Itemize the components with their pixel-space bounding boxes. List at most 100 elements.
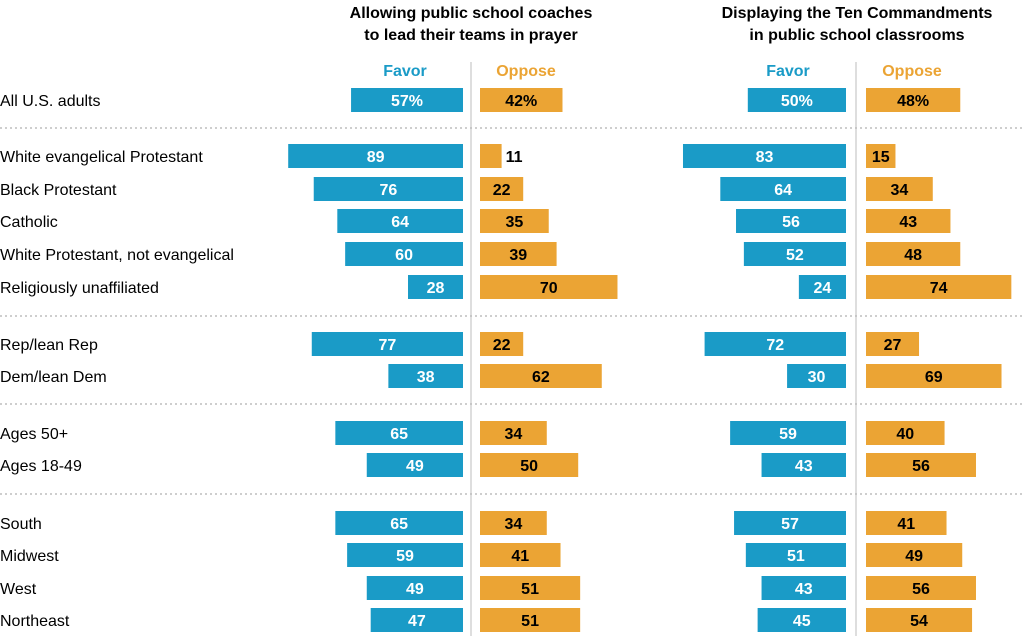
favor-bar [787,364,846,388]
favor-bar [311,332,463,356]
oppose-bar [480,511,547,535]
oppose-value: 22 [493,337,511,354]
panel-title: Displaying the Ten Commandments [722,5,993,22]
oppose-bar [866,453,976,477]
oppose-header: Oppose [882,63,942,80]
favor-value: 28 [427,280,445,297]
oppose-value: 22 [493,182,511,199]
favor-value: 57 [781,516,799,533]
favor-bar [366,576,463,600]
oppose-bar [866,209,951,233]
row-label: Black Protestant [0,182,117,199]
oppose-bar [866,543,963,567]
oppose-bar [866,332,920,356]
favor-value: 24 [814,280,832,297]
oppose-bar [480,275,618,299]
favor-value: 38 [417,369,435,386]
oppose-bar [480,88,563,112]
favor-value: 43 [795,458,813,475]
favor-bar [337,209,463,233]
oppose-value: 34 [890,182,908,199]
oppose-bar [866,421,945,445]
favor-bar [370,608,463,632]
favor-bar [761,453,846,477]
favor-value: 72 [766,337,784,354]
oppose-value: 62 [532,369,550,386]
oppose-bar [480,608,581,632]
favor-bar [743,242,846,266]
favor-bar [351,88,463,112]
oppose-bar [866,144,896,168]
oppose-bar [480,453,579,477]
row-label: Religiously unaffiliated [0,280,159,297]
oppose-bar [866,177,933,201]
panel-title: to lead their teams in prayer [364,27,577,44]
favor-value: 49 [406,458,424,475]
oppose-value: 48% [897,93,929,110]
favor-bar [313,177,463,201]
favor-value: 65 [390,516,408,533]
favor-bar [745,543,846,567]
row-label: White Protestant, not evangelical [0,247,234,264]
oppose-value: 27 [884,337,902,354]
row-label: West [0,581,37,598]
favor-value: 57% [391,93,423,110]
favor-bar [388,364,463,388]
oppose-bar [866,242,961,266]
row-label: Ages 50+ [0,426,68,443]
oppose-bar [866,364,1002,388]
favor-bar [288,144,463,168]
favor-value: 45 [793,613,811,630]
favor-value: 64 [774,182,792,199]
favor-bar [682,144,846,168]
oppose-bar [480,177,524,201]
oppose-value: 41 [511,548,529,565]
favor-bar [704,332,846,356]
row-label: Midwest [0,548,59,565]
favor-bar [347,543,463,567]
favor-bar [345,242,463,266]
oppose-value: 34 [504,516,522,533]
favor-value: 50% [781,93,813,110]
favor-bar [366,453,463,477]
panel-title: Allowing public school coaches [350,5,593,22]
oppose-value: 51 [521,581,539,598]
favor-bar [734,511,846,535]
favor-bar [757,608,846,632]
oppose-value: 35 [505,214,523,231]
favor-bar [720,177,846,201]
oppose-value: 43 [899,214,917,231]
favor-bar [798,275,846,299]
favor-value: 59 [396,548,414,565]
oppose-bar [480,421,547,445]
oppose-value: 56 [912,581,930,598]
oppose-bar [480,144,502,168]
favor-value: 47 [408,613,426,630]
oppose-value: 11 [506,149,523,166]
oppose-bar [866,275,1012,299]
oppose-value: 54 [910,613,928,630]
oppose-value: 74 [930,280,948,297]
row-label: South [0,516,42,533]
oppose-bar [866,88,961,112]
favor-value: 77 [378,337,396,354]
oppose-bar [866,576,976,600]
oppose-value: 50 [520,458,538,475]
oppose-value: 51 [521,613,539,630]
favor-value: 59 [779,426,797,443]
panel-title: in public school classrooms [749,27,964,44]
row-label: Rep/lean Rep [0,337,98,354]
row-label: Catholic [0,214,58,231]
oppose-bar [480,242,557,266]
favor-value: 49 [406,581,424,598]
favor-bar [335,511,463,535]
favor-value: 52 [786,247,804,264]
row-label: Northeast [0,613,70,630]
oppose-value: 15 [872,149,890,166]
favor-value: 65 [390,426,408,443]
oppose-value: 34 [504,426,522,443]
oppose-value: 42% [505,93,537,110]
favor-value: 30 [808,369,826,386]
oppose-bar [480,576,581,600]
oppose-bar [480,332,524,356]
